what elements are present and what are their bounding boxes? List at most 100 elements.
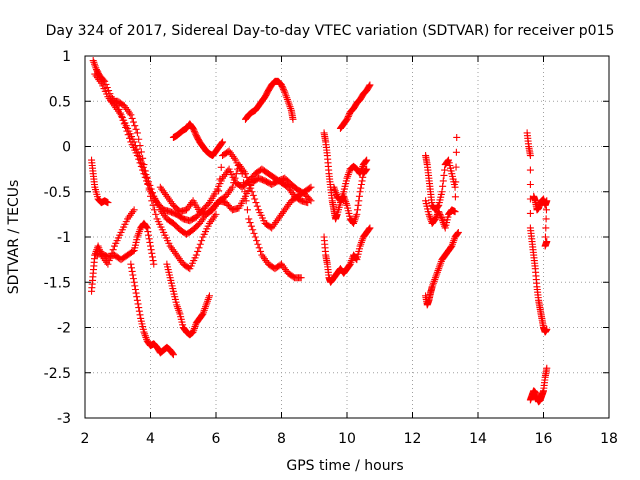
data-point: [454, 228, 462, 236]
series-sat-t: [530, 192, 551, 250]
data-point: [145, 231, 153, 239]
data-point: [307, 183, 315, 191]
data-point: [147, 192, 154, 200]
data-point: [230, 179, 238, 187]
data-point: [143, 173, 151, 181]
data-point: [104, 260, 112, 268]
data-point: [194, 247, 202, 255]
x-tick-label: 10: [338, 431, 356, 447]
series-sat-r: [422, 228, 462, 309]
data-point: [189, 124, 197, 132]
data-point: [359, 173, 367, 181]
grid-lines: [85, 56, 609, 418]
data-point: [127, 260, 135, 268]
data-point: [169, 351, 177, 359]
series-sat-p: [422, 152, 459, 214]
data-point: [139, 154, 147, 162]
y-tick-label: -2.5: [44, 366, 71, 382]
series-sat-k: [241, 77, 297, 123]
data-point: [250, 229, 258, 237]
data-point: [253, 237, 261, 245]
data-point: [135, 135, 143, 143]
x-tick-label: 16: [535, 431, 553, 447]
data-point: [343, 115, 351, 123]
data-point: [353, 206, 361, 214]
data-point: [452, 163, 460, 171]
data-point: [306, 184, 314, 192]
data-point: [148, 197, 156, 205]
data-point: [356, 188, 364, 196]
data-point: [365, 82, 373, 90]
data-point: [441, 166, 449, 174]
data-point: [104, 199, 112, 207]
data-point: [278, 81, 285, 89]
data-point: [452, 148, 460, 156]
data-point: [136, 311, 144, 319]
data-point: [542, 224, 550, 232]
data-point: [129, 271, 137, 279]
data-point: [134, 149, 142, 157]
data-points: [88, 57, 551, 406]
data-point: [543, 364, 551, 372]
data-point: [143, 224, 151, 232]
data-point: [355, 192, 363, 200]
data-point: [149, 257, 157, 265]
data-point: [133, 129, 141, 137]
x-tick-label: 8: [277, 431, 286, 447]
data-point: [246, 219, 254, 227]
data-point: [145, 235, 153, 243]
x-tick-label: 6: [212, 431, 221, 447]
data-point: [102, 80, 110, 88]
data-point: [542, 206, 550, 214]
series-sat-d: [88, 156, 112, 207]
data-point: [437, 212, 445, 220]
data-point: [363, 156, 371, 164]
data-point: [130, 278, 138, 286]
data-point: [219, 138, 227, 146]
data-point: [248, 188, 256, 196]
data-point: [542, 215, 550, 223]
data-point: [134, 300, 142, 308]
data-point: [543, 238, 551, 246]
data-point: [148, 253, 156, 261]
y-tick-label: -0.5: [44, 185, 71, 201]
data-point: [366, 81, 374, 89]
data-point: [128, 114, 136, 122]
data-point: [278, 82, 286, 90]
data-point: [196, 240, 204, 248]
series-sat-j: [169, 120, 227, 160]
data-point: [243, 206, 251, 214]
x-tick-label: 4: [146, 431, 155, 447]
data-point: [451, 193, 459, 201]
data-point: [152, 210, 160, 218]
data-point: [280, 87, 288, 95]
data-point: [362, 166, 370, 174]
series-sat-n: [330, 165, 371, 227]
data-point: [212, 210, 220, 218]
data-point: [439, 182, 447, 190]
y-tick-label: -1: [57, 230, 71, 246]
data-point: [147, 246, 155, 254]
x-tick-label: 12: [404, 431, 422, 447]
data-point: [543, 325, 551, 333]
data-point: [297, 274, 305, 282]
data-point: [129, 275, 137, 283]
data-point: [215, 187, 223, 195]
y-tick-label: 0.5: [49, 94, 71, 110]
data-point: [438, 188, 446, 196]
y-axis-label: SDTVAR / TECUs: [6, 180, 22, 295]
data-point: [191, 129, 199, 137]
data-point: [345, 111, 353, 119]
data-point: [141, 167, 149, 175]
data-point: [133, 145, 141, 153]
x-tick-label: 18: [600, 431, 618, 447]
data-point: [149, 201, 157, 209]
y-tick-label: -1.5: [44, 275, 71, 291]
data-point: [439, 177, 447, 185]
data-point: [190, 126, 198, 134]
data-point: [133, 296, 141, 304]
data-point: [257, 247, 265, 255]
data-point: [145, 186, 153, 194]
data-point: [279, 84, 287, 92]
